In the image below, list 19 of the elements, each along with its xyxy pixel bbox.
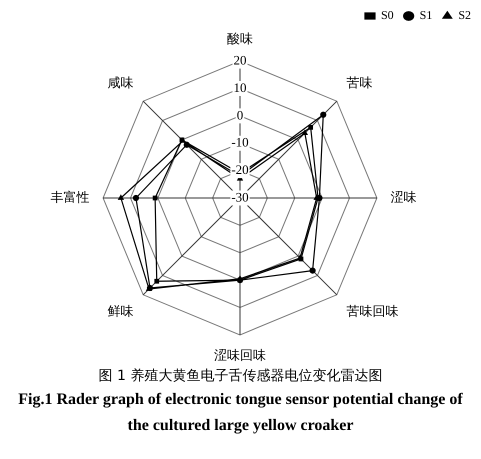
legend-label: S2 xyxy=(458,8,472,22)
y-tick-label: -20 xyxy=(231,162,249,178)
legend-label: S1 xyxy=(420,8,432,22)
spoke-label: 酸味 xyxy=(227,32,253,48)
spoke-label: 咸味 xyxy=(108,76,134,92)
y-tick-label: 20 xyxy=(234,52,246,68)
y-tick-label: -30 xyxy=(231,189,249,204)
y-tick-label: 10 xyxy=(234,80,246,95)
y-tick-label: 0 xyxy=(236,107,244,122)
y-tick-label: -10 xyxy=(231,134,249,150)
spoke-label: 苦味回味 xyxy=(346,304,398,320)
legend-label: S0 xyxy=(380,8,394,22)
spoke-label: 涩味回味 xyxy=(214,348,266,364)
spoke-label: 丰富性 xyxy=(50,189,90,206)
text: Fig.1 Rader graph of electronic tongue sensor potential change of the cultured large yellow croaker xyxy=(17,390,464,436)
text: 图 1 养殖大黄鱼电子舌传感器电位变化雷达图 xyxy=(98,367,384,385)
spoke-label: 苦味 xyxy=(346,76,372,92)
spoke-label: 涩味 xyxy=(390,190,416,206)
spoke-label: 鲜味 xyxy=(108,304,134,320)
